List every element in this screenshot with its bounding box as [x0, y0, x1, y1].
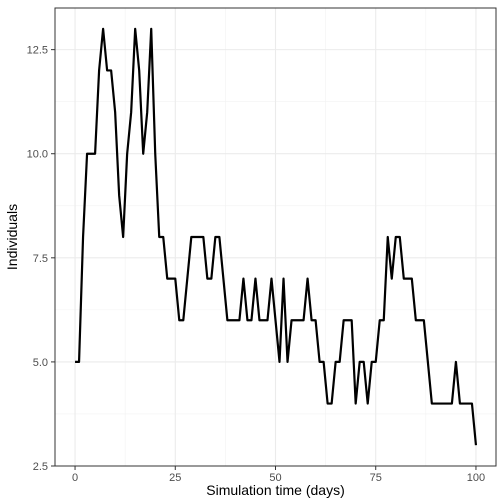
y-tick-label: 5.0: [33, 357, 48, 369]
x-tick-label: 50: [269, 472, 281, 484]
x-tick-label: 25: [169, 472, 181, 484]
y-tick-label: 7.5: [33, 253, 48, 265]
y-axis-tick-labels: 2.5 5.0 7.5 10.0 12.5: [27, 45, 48, 473]
x-tick-label: 100: [467, 472, 485, 484]
y-tick-label: 12.5: [27, 45, 48, 57]
x-axis-title: Simulation time (days): [206, 482, 345, 498]
x-axis-tick-labels: 0 25 50 75 100: [72, 472, 485, 484]
x-tick-label: 0: [72, 472, 78, 484]
y-tick-label: 2.5: [33, 461, 48, 473]
y-axis-title: Individuals: [4, 204, 20, 270]
series-layer: [75, 27, 478, 446]
axis-ticks: [51, 49, 477, 470]
x-tick-label: 75: [370, 472, 382, 484]
y-tick-label: 10.0: [27, 149, 48, 161]
series-line: [75, 27, 478, 446]
